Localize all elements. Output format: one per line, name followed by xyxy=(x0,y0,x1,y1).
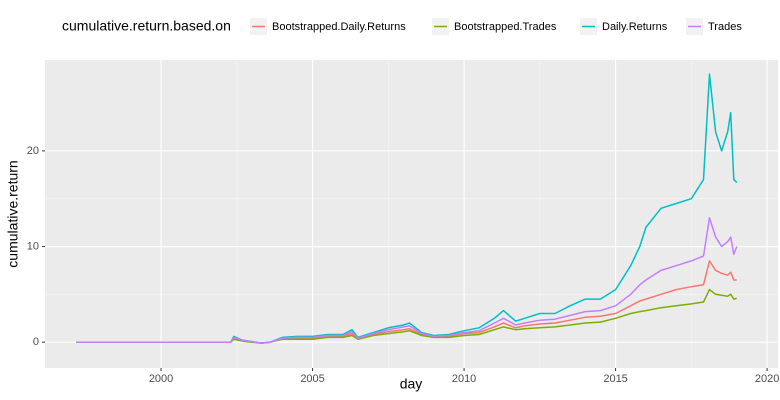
x-tick-label: 2010 xyxy=(452,373,476,385)
x-tick-label: 2020 xyxy=(755,373,779,385)
legend-title: cumulative.return.based.on xyxy=(62,18,231,34)
x-tick-label: 2000 xyxy=(149,373,173,385)
series-line xyxy=(76,260,737,344)
x-tick-label: 2005 xyxy=(300,373,324,385)
legend-label: Daily.Returns xyxy=(602,21,668,33)
legend-label: Bootstrapped.Daily.Returns xyxy=(272,21,406,33)
legend-label: Trades xyxy=(708,21,742,33)
y-tick-label: 10 xyxy=(27,240,39,252)
panel xyxy=(45,60,778,368)
x-axis-title: day xyxy=(400,376,423,392)
series-line xyxy=(76,217,738,344)
y-axis-title: cumulative.return xyxy=(5,160,21,267)
legend-label: Bootstrapped.Trades xyxy=(454,21,557,33)
y-tick-label: 0 xyxy=(33,336,39,348)
series-line xyxy=(76,288,738,344)
series-line xyxy=(76,73,738,344)
x-tick-label: 2015 xyxy=(603,373,627,385)
y-tick-label: 20 xyxy=(27,145,39,157)
